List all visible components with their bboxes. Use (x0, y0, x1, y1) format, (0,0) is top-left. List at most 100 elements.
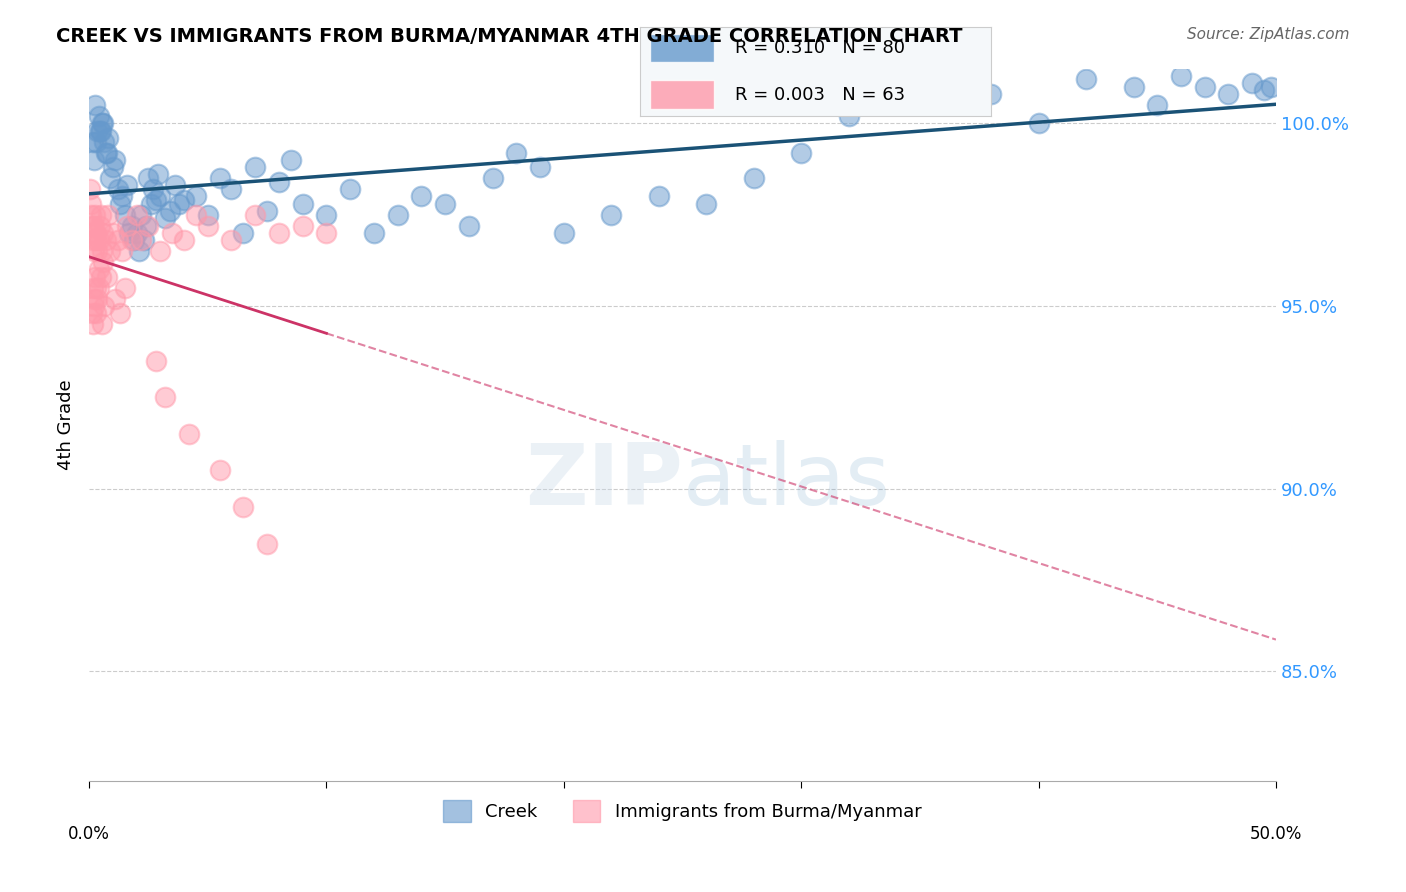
Point (184, 189, 207, 203)
Point (1218, 87, 1240, 101)
Text: atlas: atlas (682, 441, 890, 524)
Point (91, 318, 114, 332)
Point (481, 171, 503, 186)
Bar (650, 34, 713, 62)
Point (135, 219, 157, 233)
Point (505, 145, 527, 160)
Point (82, 226, 104, 240)
Point (232, 500, 254, 514)
Point (87, 262, 110, 277)
Point (280, 153, 302, 167)
Point (82, 233, 104, 247)
Point (142, 182, 165, 196)
Point (648, 189, 671, 203)
Point (83, 219, 105, 233)
Point (86, 244, 108, 259)
Point (146, 168, 169, 182)
Point (121, 233, 143, 247)
Point (91, 116, 114, 130)
Point (89, 219, 111, 233)
Point (1074, 72, 1097, 87)
Point (91, 255, 114, 269)
Point (79, 182, 101, 196)
Point (1260, 79, 1282, 94)
Point (138, 219, 160, 233)
Point (208, 463, 231, 477)
Point (256, 536, 278, 550)
Point (173, 193, 195, 207)
Point (160, 226, 183, 240)
Point (80, 196, 103, 211)
Point (118, 226, 141, 240)
Point (742, 171, 765, 186)
Point (267, 175, 290, 189)
Point (980, 87, 1002, 101)
Point (129, 233, 152, 247)
Point (138, 171, 160, 186)
Point (94, 145, 117, 160)
Point (145, 193, 167, 207)
Point (100, 244, 122, 259)
Point (108, 196, 131, 211)
Point (1194, 79, 1216, 94)
Point (114, 208, 136, 222)
Point (1170, 69, 1192, 83)
Point (84, 208, 107, 222)
Point (80, 208, 103, 222)
Point (97, 131, 120, 145)
Point (83, 153, 105, 167)
Point (100, 171, 122, 186)
Point (84, 269, 107, 284)
Point (177, 426, 200, 441)
Point (89, 123, 111, 137)
Point (83, 244, 105, 259)
Point (86, 123, 108, 137)
Point (457, 219, 479, 233)
Bar (650, 80, 713, 109)
Point (125, 226, 148, 240)
Text: CREEK VS IMMIGRANTS FROM BURMA/MYANMAR 4TH GRADE CORRELATION CHART: CREEK VS IMMIGRANTS FROM BURMA/MYANMAR 4… (56, 27, 963, 45)
Point (84, 281, 107, 295)
Point (232, 226, 254, 240)
Point (96, 145, 118, 160)
Point (153, 211, 176, 226)
Text: 50.0%: 50.0% (1250, 825, 1302, 843)
Point (80, 219, 103, 233)
Point (529, 160, 551, 174)
Point (256, 204, 278, 219)
Point (169, 196, 191, 211)
Point (111, 189, 134, 203)
Point (315, 208, 337, 222)
Point (125, 208, 148, 222)
Point (139, 196, 162, 211)
Point (553, 226, 575, 240)
Point (149, 189, 172, 203)
Point (115, 178, 138, 193)
Text: R = 0.310   N = 80: R = 0.310 N = 80 (735, 39, 904, 57)
Point (91, 226, 114, 240)
Text: R = 0.003   N = 63: R = 0.003 N = 63 (735, 86, 904, 103)
Point (411, 189, 433, 203)
Point (84, 226, 107, 240)
Point (101, 160, 124, 174)
Point (121, 219, 143, 233)
Point (84, 135, 107, 149)
Point (93, 135, 115, 149)
Point (197, 219, 219, 233)
Point (1146, 98, 1168, 112)
Legend: Creek, Immigrants from Burma/Myanmar: Creek, Immigrants from Burma/Myanmar (436, 793, 929, 829)
Point (387, 208, 409, 222)
Point (315, 226, 337, 240)
Point (159, 204, 181, 219)
Y-axis label: 4th Grade: 4th Grade (58, 379, 75, 470)
Point (908, 98, 931, 112)
Point (245, 208, 267, 222)
Point (1122, 79, 1144, 94)
Point (82, 318, 104, 332)
Point (122, 233, 145, 247)
Point (339, 182, 361, 196)
Point (87, 109, 110, 123)
Point (97, 208, 120, 222)
Point (104, 292, 127, 306)
Point (363, 226, 385, 240)
